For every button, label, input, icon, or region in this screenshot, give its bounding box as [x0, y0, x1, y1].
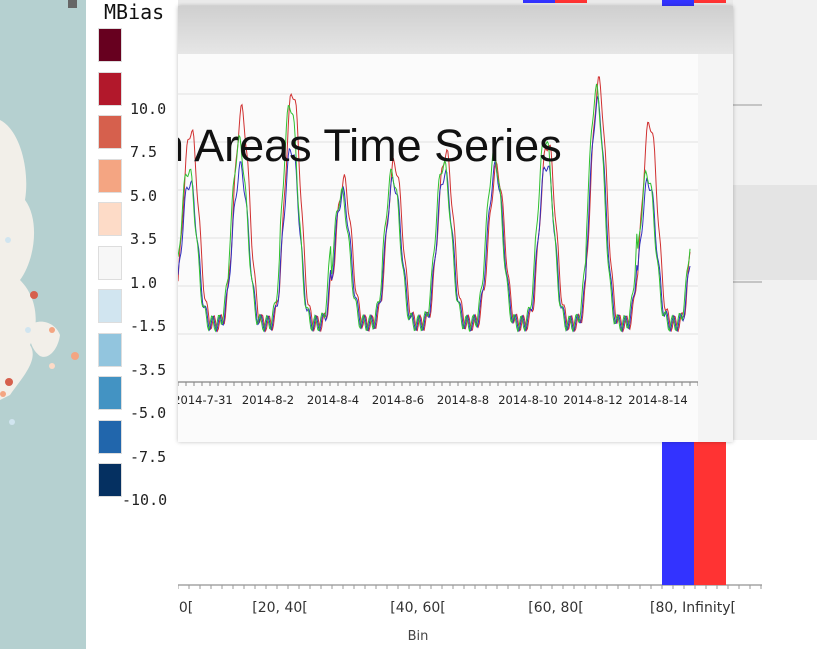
legend-label: -7.5 [130, 447, 167, 466]
histogram-tick-label: [60, 80[ [528, 600, 583, 616]
map-marker[interactable] [5, 237, 11, 243]
legend-swatch [98, 419, 122, 454]
color-legend: MBias 10.0 7.5 5.0 3.5 1.0 -1.5 -3.5 -5.0 -7.5 -1… [86, 0, 178, 649]
panel-edge [733, 185, 817, 280]
time-series-tick-label: 2014-8-10 [498, 393, 558, 407]
time-series-plot: 2014-7-31 2014-8-2 2014-8-4 2014-8-6 2014-8-… [178, 54, 699, 442]
legend-label: -1.5 [130, 317, 167, 335]
legend-swatch [98, 115, 122, 149]
histogram-tick-label: [80, Infinity[ [650, 600, 736, 616]
time-series-tick-label: 2014-7-31 [178, 393, 233, 407]
histogram-bar [694, 0, 726, 3]
map-marker[interactable] [30, 291, 38, 299]
legend-swatch [98, 158, 122, 193]
time-series-line [178, 76, 691, 333]
legend-swatch [98, 202, 122, 236]
time-series-tick-label: 2014-8-8 [437, 393, 489, 407]
time-series-tick-label: 2014-8-6 [372, 393, 424, 407]
legend-label: 5.0 [130, 186, 158, 205]
time-series-title: an Areas Time Series [178, 120, 562, 171]
time-series-tick-label: 2014-8-4 [307, 393, 359, 407]
map-landmass [0, 120, 36, 400]
legend-title: MBias [104, 0, 165, 24]
time-series-tick-label: 2014-8-2 [242, 393, 294, 407]
legend-label: 3.5 [130, 230, 158, 248]
histogram-bar [523, 0, 555, 3]
legend-label: 1.0 [130, 273, 158, 292]
map-marker[interactable] [71, 352, 79, 360]
map-marker[interactable] [25, 327, 31, 333]
legend-swatch [98, 71, 122, 106]
map-marker[interactable] [5, 378, 13, 386]
time-series-panel: 2014-7-31 2014-8-2 2014-8-4 2014-8-6 2014-8-… [178, 6, 733, 442]
map-marker[interactable] [0, 391, 6, 397]
legend-swatch [98, 289, 122, 323]
histogram-tick-label: 0[ [179, 600, 193, 616]
legend-label: 7.5 [130, 143, 158, 161]
histogram-tick-label: [20, 40[ [252, 600, 307, 616]
histogram-bar [662, 0, 694, 3]
map-marker[interactable] [49, 363, 55, 369]
time-series-tick-label: 2014-8-12 [563, 393, 623, 407]
legend-label: -5.0 [130, 404, 167, 422]
time-series-chart: 2014-7-31 2014-8-2 2014-8-4 2014-8-6 2014-8-… [178, 76, 699, 407]
legend-label: -3.5 [130, 360, 167, 379]
time-series-line [178, 83, 691, 333]
legend-swatch [98, 376, 122, 410]
legend-label: -10.0 [122, 491, 168, 509]
map-marker[interactable] [9, 419, 15, 425]
histogram-tick-label: [40, 60[ [390, 600, 445, 616]
time-series-line [178, 95, 691, 333]
time-series-tick-label: 2014-8-14 [628, 393, 688, 407]
legend-swatch [98, 463, 122, 497]
panel-edge [178, 0, 817, 6]
map-marker[interactable] [49, 327, 55, 333]
legend-label: 10.0 [130, 99, 167, 118]
save-icon[interactable] [68, 0, 77, 8]
map-view[interactable] [0, 0, 86, 649]
time-series-header [178, 6, 733, 54]
map-canvas[interactable] [0, 0, 86, 649]
legend-swatch [98, 332, 122, 367]
histogram-x-label: Bin [408, 629, 429, 644]
histogram-bar [555, 0, 587, 3]
legend-swatch [98, 28, 122, 62]
map-island [29, 321, 60, 357]
legend-swatch [98, 245, 122, 280]
